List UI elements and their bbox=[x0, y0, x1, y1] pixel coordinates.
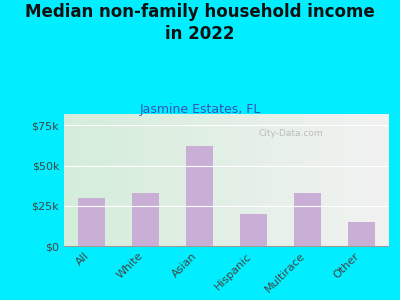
Text: Jasmine Estates, FL: Jasmine Estates, FL bbox=[139, 103, 261, 116]
Text: Median non-family household income
in 2022: Median non-family household income in 20… bbox=[25, 3, 375, 43]
Text: City-Data.com: City-Data.com bbox=[258, 129, 323, 138]
Bar bbox=[78, 198, 104, 246]
Bar bbox=[186, 146, 212, 246]
Bar bbox=[132, 193, 158, 246]
Bar bbox=[294, 193, 320, 246]
Bar bbox=[348, 222, 374, 246]
Bar bbox=[240, 214, 266, 246]
